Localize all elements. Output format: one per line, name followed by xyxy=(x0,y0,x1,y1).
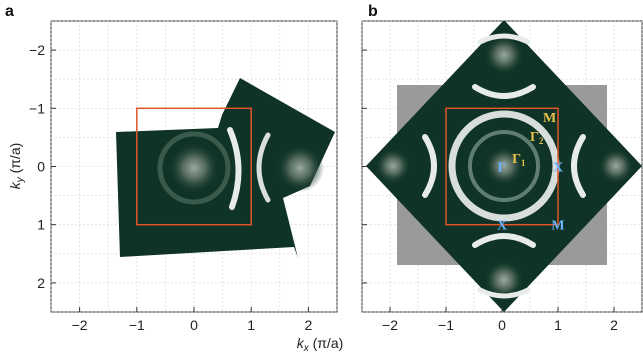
y-tick-label: 2 xyxy=(37,275,45,291)
x-tick-label: 0 xyxy=(498,317,506,333)
symmetry-point-label: M xyxy=(543,111,556,126)
y-axis-label-sub: y xyxy=(15,176,26,183)
x-axis-label-sub: x xyxy=(303,343,310,353)
symmetry-point-label: Γ1 xyxy=(512,152,526,168)
panel-a-map xyxy=(116,78,335,258)
x-tick-label: 2 xyxy=(305,317,313,333)
map-b-spot-right xyxy=(598,148,634,184)
x-tick-label: 2 xyxy=(610,317,618,333)
map-b-spot-bottom xyxy=(484,260,524,300)
symmetry-point-label: X xyxy=(497,219,507,234)
map-b-ring-inner xyxy=(468,130,540,202)
y-tick-label: −1 xyxy=(29,100,45,116)
symmetry-point-label: M xyxy=(551,219,564,234)
symmetry-point-label: Γ2 xyxy=(530,130,544,146)
x-axis-label-unit: (π/a) xyxy=(309,335,344,351)
y-axis-label-unit: (π/a) xyxy=(7,143,23,178)
x-tick-label: 1 xyxy=(247,317,255,333)
panel-a-zone-box xyxy=(136,107,252,226)
y-tick-label: 0 xyxy=(37,159,45,175)
map-b-spot-top xyxy=(484,35,524,75)
y-axis-label: ky (π/a) xyxy=(7,143,26,190)
x-tick-label: −2 xyxy=(382,317,398,333)
map-a-arc-left xyxy=(256,132,271,203)
panel-b-zone-box xyxy=(445,107,559,226)
map-a-arc-right xyxy=(227,127,242,210)
map-b-arc-left xyxy=(422,134,437,198)
y-tick-label: 1 xyxy=(37,217,45,233)
x-tick-label: −1 xyxy=(129,317,145,333)
x-axis-label-main: k xyxy=(297,335,305,351)
map-b-arc-top xyxy=(472,84,536,99)
x-tick-label: 0 xyxy=(190,317,198,333)
map-b-arc-right xyxy=(571,134,586,198)
x-axis-label: kx (π/a) xyxy=(297,335,344,353)
panel-b-map xyxy=(366,21,642,312)
map-a-ring xyxy=(157,131,231,205)
map-a-spot-center xyxy=(168,142,220,194)
map-b-spot-left xyxy=(375,148,411,184)
map-b-arc-bottom-outer xyxy=(477,287,531,299)
map-b-ring-outer xyxy=(448,110,560,222)
panel-b-label: b xyxy=(368,3,378,20)
x-tick-label: −1 xyxy=(438,317,454,333)
panel-b-ticks: −2 −1 0 1 2 xyxy=(362,49,618,333)
y-axis-label-main: k xyxy=(7,181,23,189)
x-tick-label: 1 xyxy=(554,317,562,333)
x-tick-label: −2 xyxy=(72,317,88,333)
panel-a: −2 −1 0 1 2 −2 −1 0 1 2 xyxy=(29,20,338,333)
symmetry-point-label: X xyxy=(553,161,563,176)
map-b-arc-top-outer xyxy=(477,33,531,45)
map-a-spot-right xyxy=(276,144,324,192)
symmetry-point-label: Γ xyxy=(498,161,507,176)
map-b-spot-center xyxy=(484,146,524,186)
panel-a-ticks: −2 −1 0 1 2 −2 −1 0 1 2 xyxy=(29,42,312,333)
y-tick-label: −2 xyxy=(29,42,45,58)
panel-a-label: a xyxy=(5,3,14,20)
map-b-arc-bottom xyxy=(472,233,536,248)
